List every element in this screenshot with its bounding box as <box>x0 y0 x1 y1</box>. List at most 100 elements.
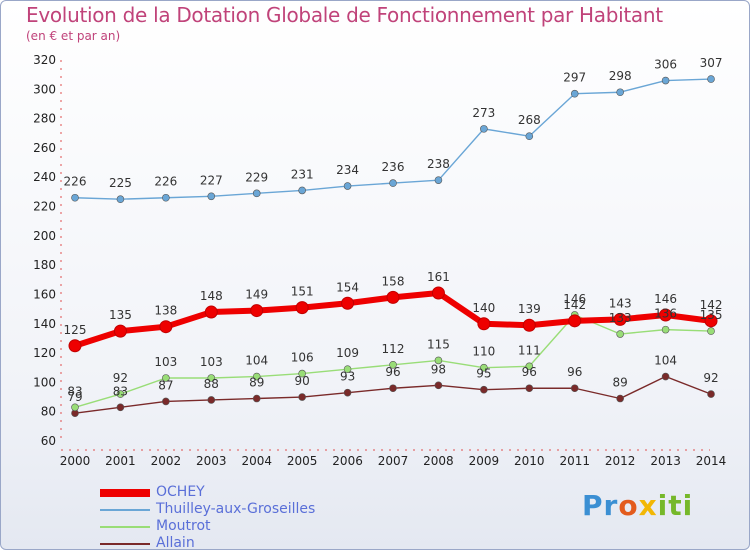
data-label-1: 226 <box>64 175 87 189</box>
data-label-1: 273 <box>472 106 495 120</box>
x-tick-label: 2007 <box>378 454 409 468</box>
data-point-1 <box>162 193 170 202</box>
data-label-3: 87 <box>158 378 173 392</box>
x-tick-label: 2005 <box>287 454 318 468</box>
data-label-3: 90 <box>295 374 310 388</box>
data-label-3: 92 <box>703 371 718 385</box>
data-label-0: 140 <box>472 301 495 315</box>
data-point-3 <box>480 385 488 394</box>
legend-item-thuilley: Thuilley-aux-Groseilles <box>100 501 360 518</box>
legend-swatch-thuilley <box>100 509 150 511</box>
data-point-3 <box>162 397 170 406</box>
y-tick-label: 140 <box>33 317 56 331</box>
data-label-2: 109 <box>336 346 359 360</box>
data-point-1 <box>298 186 306 195</box>
data-label-1: 298 <box>609 69 632 83</box>
data-point-3 <box>252 394 261 403</box>
x-tick-label: 2002 <box>151 454 182 468</box>
data-label-0: 149 <box>245 288 268 302</box>
data-point-0 <box>431 286 445 300</box>
data-label-2: 136 <box>654 307 677 321</box>
data-label-0: 135 <box>109 308 132 322</box>
data-point-0 <box>613 312 627 326</box>
legend-item-moutrot: Moutrot <box>100 518 360 535</box>
y-tick-label: 80 <box>41 405 56 419</box>
data-label-3: 98 <box>431 362 446 376</box>
data-point-1 <box>707 75 715 83</box>
x-tick-label: 2012 <box>605 454 636 468</box>
data-point-3 <box>298 393 306 401</box>
data-label-1: 231 <box>291 167 314 181</box>
x-tick-label: 2009 <box>469 454 500 468</box>
y-tick-label: 320 <box>33 53 56 67</box>
data-label-1: 297 <box>563 71 586 85</box>
data-label-3: 79 <box>67 390 82 404</box>
legend: OCHEY Thuilley-aux-Groseilles Moutrot Al… <box>100 484 360 552</box>
data-label-3: 96 <box>522 365 537 379</box>
data-point-1 <box>661 76 670 85</box>
data-label-3: 95 <box>476 367 491 381</box>
data-label-1: 307 <box>700 56 723 70</box>
series-layer <box>68 75 718 417</box>
data-point-0 <box>477 317 491 331</box>
data-label-0: 138 <box>154 304 177 318</box>
data-point-2 <box>616 330 624 338</box>
y-tick-label: 120 <box>33 346 56 360</box>
data-point-0 <box>386 290 400 304</box>
data-label-3: 104 <box>654 354 677 368</box>
data-point-2 <box>252 372 261 381</box>
y-tick-label: 260 <box>33 141 56 155</box>
data-label-2: 115 <box>427 337 450 351</box>
data-label-3: 89 <box>613 376 628 390</box>
data-point-1 <box>480 125 488 133</box>
data-point-1 <box>116 195 125 204</box>
data-point-2 <box>116 390 125 398</box>
x-tick-label: 2001 <box>105 454 136 468</box>
data-label-3: 83 <box>113 384 128 398</box>
data-point-1 <box>71 193 79 202</box>
data-label-2: 135 <box>700 308 723 322</box>
data-label-3: 93 <box>340 370 355 384</box>
legend-label-thuilley: Thuilley-aux-Groseilles <box>156 501 316 517</box>
data-label-2: 103 <box>200 355 223 369</box>
legend-item-ochey: OCHEY <box>100 484 360 501</box>
legend-swatch-moutrot <box>100 526 150 528</box>
data-label-2: 106 <box>291 351 314 365</box>
x-tick-label: 2003 <box>196 454 227 468</box>
proxiti-logo: Proxiti <box>582 489 694 522</box>
data-label-0: 148 <box>200 289 223 303</box>
x-tick-label: 2006 <box>332 454 363 468</box>
data-label-3: 96 <box>567 365 582 379</box>
y-tick-label: 160 <box>33 287 56 301</box>
data-point-3 <box>661 372 670 381</box>
data-label-0: 161 <box>427 270 450 284</box>
data-point-1 <box>434 176 443 184</box>
data-point-0 <box>704 314 718 328</box>
data-label-0: 142 <box>563 298 586 312</box>
data-point-2 <box>298 369 306 378</box>
data-point-0 <box>522 318 536 332</box>
data-point-3 <box>207 396 216 404</box>
data-label-0: 143 <box>609 296 632 310</box>
data-point-1 <box>616 88 624 97</box>
data-point-1 <box>343 182 352 190</box>
data-point-0 <box>159 320 173 334</box>
legend-swatch-allain <box>100 543 150 545</box>
data-label-2: 92 <box>113 371 128 385</box>
data-label-2: 110 <box>472 345 495 359</box>
data-point-2 <box>707 327 715 335</box>
x-tick-label: 2008 <box>423 454 454 468</box>
data-label-3: 88 <box>204 377 219 391</box>
data-label-1: 238 <box>427 157 450 171</box>
x-tick-label: 2013 <box>650 454 681 468</box>
y-tick-label: 60 <box>41 434 56 448</box>
x-tick-label: 2000 <box>60 454 91 468</box>
data-label-1: 236 <box>382 160 405 174</box>
data-point-1 <box>570 89 579 98</box>
data-point-2 <box>389 360 397 369</box>
data-point-3 <box>116 403 125 412</box>
data-label-2: 103 <box>154 355 177 369</box>
data-point-2 <box>162 374 170 382</box>
